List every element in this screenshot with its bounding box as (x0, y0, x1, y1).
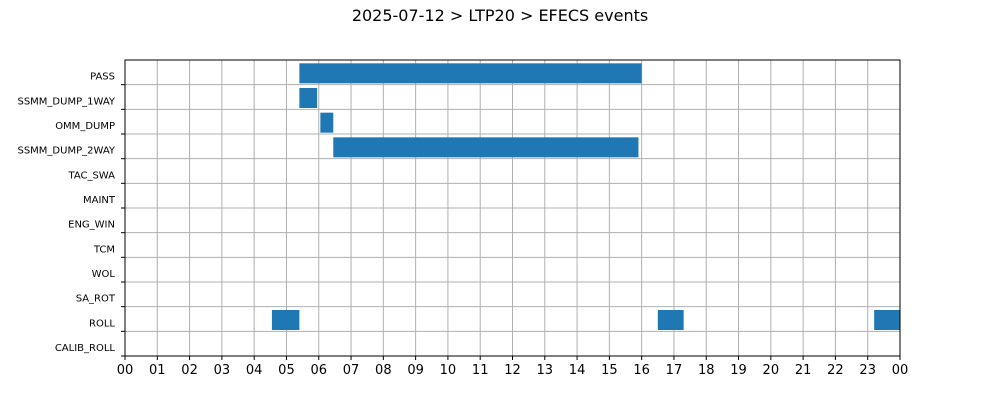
x-tick-label: 22 (827, 363, 844, 378)
x-tick-label: 21 (795, 363, 812, 378)
x-tick-label: 04 (246, 363, 263, 378)
y-tick-label: SSMM_DUMP_1WAY (17, 96, 115, 107)
event-bar-roll (874, 310, 900, 330)
x-tick-label: 14 (569, 363, 586, 378)
y-tick-label: WOL (92, 269, 116, 280)
x-tick-label: 18 (698, 363, 715, 378)
x-tick-label: 05 (278, 363, 295, 378)
x-tick-label: 13 (537, 363, 554, 378)
event-bar-ssmm-dump-1way (299, 88, 318, 108)
x-tick-label: 09 (407, 363, 424, 378)
x-tick-label: 10 (440, 363, 457, 378)
event-bar-ssmm-dump-2way (333, 137, 639, 158)
x-tick-label: 17 (666, 363, 683, 378)
x-tick-label: 11 (472, 363, 489, 378)
x-tick-label: 20 (763, 363, 780, 378)
x-tick-label: 03 (214, 363, 231, 378)
x-tick-label: 06 (310, 363, 327, 378)
y-tick-label: PASS (90, 72, 115, 83)
x-tick-label: 01 (149, 363, 166, 378)
event-bar-omm-dump (320, 112, 334, 133)
x-tick-label: 00 (117, 363, 134, 378)
x-tick-label: 19 (730, 363, 747, 378)
y-tick-label: ENG_WIN (68, 220, 115, 231)
y-tick-label: OMM_DUMP (55, 121, 115, 132)
x-tick-label: 08 (375, 363, 392, 378)
x-tick-label: 02 (181, 363, 198, 378)
x-tick-label: 15 (601, 363, 618, 378)
x-tick-label: 07 (343, 363, 360, 378)
chart-title: 2025-07-12 > LTP20 > EFECS events (351, 6, 649, 25)
y-tick-label: SA_ROT (76, 294, 116, 305)
x-tick-label: 00 (892, 363, 909, 378)
x-tick-label: 16 (633, 363, 650, 378)
event-bar-roll (657, 310, 684, 330)
y-tick-label: ROLL (89, 318, 115, 329)
y-tick-label: CALIB_ROLL (55, 343, 116, 354)
y-tick-label: TAC_SWA (67, 170, 115, 181)
event-bar-roll (271, 310, 300, 330)
y-tick-label: MAINT (83, 195, 116, 206)
x-tick-label: 12 (504, 363, 521, 378)
y-tick-label: TCM (93, 244, 115, 255)
event-bar-pass (299, 63, 642, 84)
x-tick-label: 23 (859, 363, 876, 378)
y-tick-label: SSMM_DUMP_2WAY (17, 146, 115, 157)
